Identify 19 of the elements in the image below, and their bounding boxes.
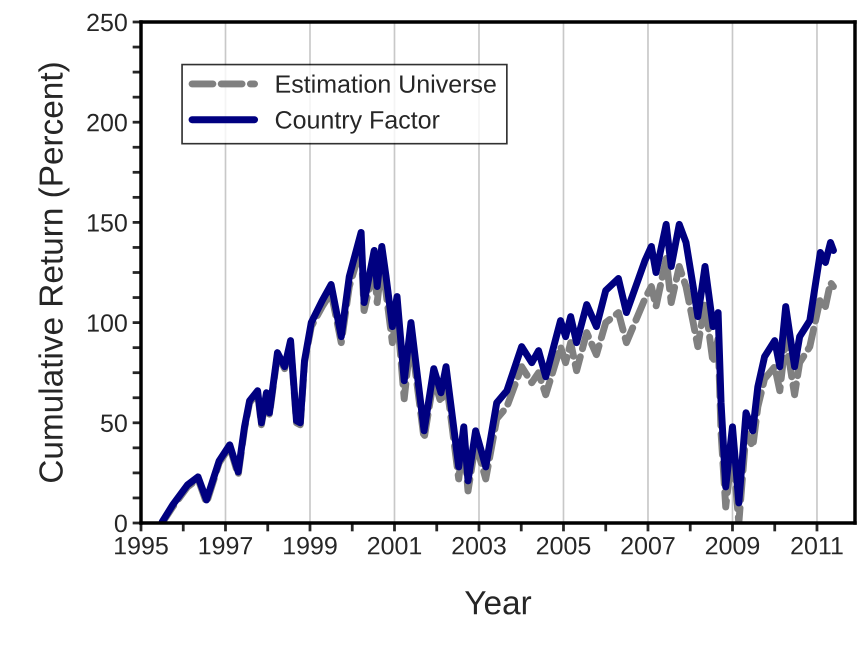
x-tick-label: 2011 (791, 536, 843, 555)
x-axis-title: Year (465, 591, 532, 615)
x-tick-label: 2001 (368, 536, 422, 555)
x-tick-label: 1995 (115, 536, 168, 555)
y-axis-title: Cumulative Return (Percent) (38, 63, 70, 482)
y-tick-label: 150 (88, 214, 127, 232)
y-tick-label: 100 (88, 314, 127, 332)
legend-label: Country Factor (276, 111, 440, 134)
x-tick-label: 2009 (706, 536, 760, 555)
x-tick-label: 2007 (621, 536, 675, 555)
x-tick-label: 1997 (200, 536, 252, 555)
x-tick-label: 1999 (284, 536, 337, 555)
legend-label: Estimation Universe (276, 74, 496, 93)
x-tick-label: 2003 (452, 536, 506, 555)
x-tick-label: 2005 (536, 536, 590, 555)
y-tick-label: 0 (114, 514, 127, 532)
y-tick-label: 200 (87, 114, 127, 132)
y-tick-label: 50 (101, 414, 127, 432)
y-tick-label: 250 (87, 14, 127, 32)
